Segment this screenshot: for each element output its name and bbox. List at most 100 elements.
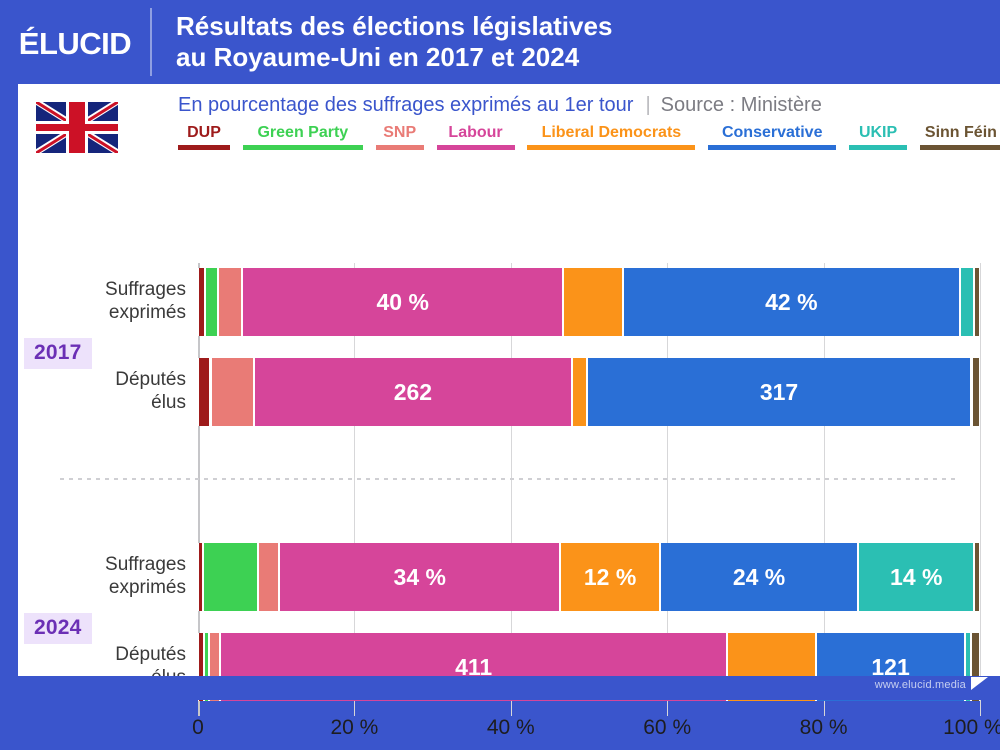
chart-panel: En pourcentage des suffrages exprimés au… xyxy=(18,84,1000,739)
bar-segment[interactable]: 42 % xyxy=(622,268,960,336)
legend-item-ukip[interactable]: UKIP xyxy=(849,124,908,150)
elucid-logo: ÉLUCID xyxy=(0,26,150,62)
legend-label: Green Party xyxy=(257,124,349,141)
bar-segment[interactable]: 12 % xyxy=(560,543,660,611)
legend-swatch xyxy=(849,145,908,150)
gridline xyxy=(510,263,512,716)
row-label: Suffrages exprimés xyxy=(28,278,186,324)
legend-item-dup[interactable]: DUP xyxy=(178,124,230,150)
footer-bar: www.elucid.media xyxy=(0,676,1000,700)
legend-item-labour[interactable]: Labour xyxy=(436,124,515,150)
united-kingdom-flag-icon xyxy=(34,100,120,155)
gridline xyxy=(667,263,669,716)
bar-segment[interactable]: 40 % xyxy=(242,268,564,336)
legend-swatch xyxy=(708,145,837,150)
y-axis-line xyxy=(198,263,200,716)
bar-segment[interactable] xyxy=(971,633,980,701)
bar-segment[interactable] xyxy=(198,543,203,611)
legend-swatch xyxy=(436,145,515,150)
logo-text: ÉLUCID xyxy=(18,26,132,61)
legend-item-liberal-democrats[interactable]: Liberal Democrats xyxy=(527,124,696,150)
footer-arrow-icon xyxy=(971,677,988,690)
bar-segment[interactable] xyxy=(198,268,206,336)
legend-item-conservative[interactable]: Conservative xyxy=(708,124,837,150)
bar-segment-value: 12 % xyxy=(583,563,637,590)
legend-item-sinn-féin[interactable]: Sinn Féin xyxy=(919,124,1000,150)
legend-label: Sinn Féin xyxy=(924,124,997,141)
subtitle-separator: | xyxy=(645,93,651,116)
page-title-line-1: Résultats des élections législatives xyxy=(176,11,613,41)
x-tick-label: 40 % xyxy=(486,716,535,739)
row-label-line-1: Députés xyxy=(115,369,186,390)
bar-segment[interactable] xyxy=(974,543,980,611)
bar-segment[interactable] xyxy=(205,268,219,336)
gridline xyxy=(980,263,981,716)
gridline xyxy=(354,263,356,716)
bar-segment[interactable]: 262 xyxy=(253,358,572,426)
row-label-line-1: Suffrages xyxy=(105,554,186,575)
legend-swatch xyxy=(527,145,696,150)
bar-segment[interactable] xyxy=(971,358,980,426)
legend-label: SNP xyxy=(383,124,417,141)
legend: DUP Green Party SNP Labour Liberal Democrats… xyxy=(178,124,1000,160)
bar-segment-value: 317 xyxy=(759,378,799,405)
legend-item-snp[interactable]: SNP xyxy=(375,124,424,150)
legend-label: DUP xyxy=(187,124,221,141)
x-tick-label: 20 % xyxy=(330,716,379,739)
legend-label: UKIP xyxy=(858,124,898,141)
legend-swatch xyxy=(919,145,1000,150)
subtitle-row: En pourcentage des suffrages exprimés au… xyxy=(178,88,998,122)
header-title: Résultats des élections législatives au … xyxy=(152,11,612,73)
bar-segment[interactable] xyxy=(563,268,623,336)
bar-segment[interactable]: 34 % xyxy=(279,543,561,611)
group-divider xyxy=(60,478,960,480)
row-label-line-2: exprimés xyxy=(108,577,186,598)
bar-segment-value: 121 xyxy=(871,653,910,680)
legend-item-green-party[interactable]: Green Party xyxy=(242,124,363,150)
legend-swatch xyxy=(178,145,230,150)
year-badge-2017: 2017 xyxy=(24,338,92,369)
bar-segment[interactable] xyxy=(572,358,587,426)
bar-segment-value: 14 % xyxy=(890,563,943,590)
row-label-line-1: Députés xyxy=(115,644,186,665)
header-bar: ÉLUCID Résultats des élections législati… xyxy=(0,0,1000,84)
row-label-line-2: élus xyxy=(151,392,186,413)
bar-segment-value: 42 % xyxy=(765,288,818,315)
bar-segment[interactable]: 14 % xyxy=(858,543,975,611)
bar-segment[interactable] xyxy=(202,543,259,611)
bar-segment-value: 411 xyxy=(455,653,493,680)
bar-segment[interactable] xyxy=(959,268,975,336)
bar-segment[interactable] xyxy=(204,633,210,701)
row-label-line-2: exprimés xyxy=(108,302,186,323)
bar-segment[interactable] xyxy=(965,633,972,701)
stacked-bar: 34 % 12 % 24 % 14 % xyxy=(198,543,980,611)
bar-segment[interactable] xyxy=(218,268,243,336)
legend-label: Conservative xyxy=(721,124,823,141)
gridline xyxy=(823,263,825,716)
x-tick-label: 100 % xyxy=(943,716,1000,739)
bar-segment[interactable] xyxy=(198,633,205,701)
bar-segment[interactable] xyxy=(209,633,221,701)
x-tick-label: 80 % xyxy=(799,716,848,739)
bar-segment[interactable] xyxy=(258,543,280,611)
bar-segment[interactable] xyxy=(974,268,980,336)
bar-segment-value: 34 % xyxy=(393,563,446,590)
bar-segment[interactable] xyxy=(211,358,254,426)
x-tick-label: 0 xyxy=(192,716,204,739)
bar-segment-value: 40 % xyxy=(376,288,429,315)
bar-segment-value: 24 % xyxy=(732,563,786,590)
x-axis-tick-labels: 0 20 % 40 % 60 % 80 % 100 % xyxy=(18,716,1000,750)
source-text: Source : Ministère xyxy=(660,93,822,116)
row-label: Suffrages exprimés xyxy=(28,553,186,599)
header-divider xyxy=(150,8,152,76)
stacked-bar: 40 % 42 % xyxy=(198,268,980,336)
bar-segment[interactable] xyxy=(198,358,211,426)
bar-segment[interactable]: 24 % xyxy=(659,543,859,611)
legend-label: Labour xyxy=(448,124,503,141)
chart-area: 0 20 % 40 % 60 % 80 % 100 % Suffrages exprimés… xyxy=(18,168,1000,739)
year-badge-2024: 2024 xyxy=(24,613,92,644)
bar-segment[interactable]: 317 xyxy=(586,358,972,426)
stacked-bar: 262 317 xyxy=(198,358,980,426)
